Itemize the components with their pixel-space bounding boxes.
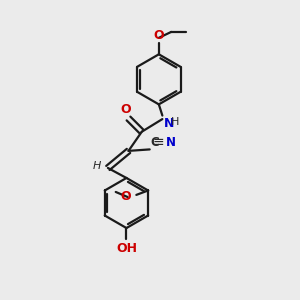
- Text: N: N: [164, 117, 174, 130]
- Text: O: O: [121, 103, 131, 116]
- Text: O: O: [120, 190, 131, 203]
- Text: C: C: [150, 136, 159, 149]
- Text: OH: OH: [116, 242, 137, 255]
- Text: N: N: [166, 136, 176, 149]
- Text: H: H: [171, 117, 179, 127]
- Text: ≡: ≡: [152, 135, 164, 149]
- Text: H: H: [93, 161, 101, 172]
- Text: O: O: [154, 28, 164, 42]
